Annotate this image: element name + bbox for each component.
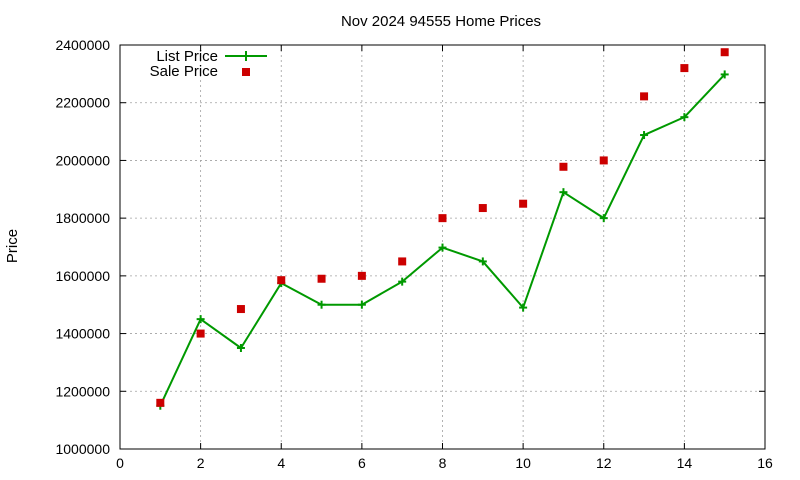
- chart-title: Nov 2024 94555 Home Prices: [341, 13, 541, 30]
- x-tick-label: 2: [197, 455, 205, 471]
- legend-label-list-price: List Price: [156, 48, 218, 65]
- list-price-point: [599, 214, 608, 223]
- sale-price-point: [640, 92, 649, 101]
- x-tick-label: 12: [596, 455, 612, 471]
- list-price-point: [398, 277, 407, 286]
- sale-price-point: [559, 162, 568, 171]
- list-price-point: [317, 300, 326, 309]
- sale-price-point: [438, 214, 447, 223]
- x-tick-label: 0: [116, 455, 124, 471]
- sale-price-point: [277, 276, 286, 285]
- legend-label-sale-price: Sale Price: [150, 63, 218, 80]
- sale-price-point: [398, 257, 407, 266]
- series: [156, 48, 729, 410]
- legend: List Price Sale Price: [150, 48, 267, 80]
- list-price-point: [559, 188, 568, 197]
- x-tick-label: 6: [358, 455, 366, 471]
- list-price-point: [519, 303, 528, 312]
- sale-price-point: [317, 274, 326, 283]
- sale-price-point: [599, 156, 608, 165]
- y-tick-label: 2200000: [55, 95, 110, 111]
- list-price-point: [236, 344, 245, 352]
- sale-price-point: [196, 329, 205, 338]
- sale-price-point: [478, 204, 487, 213]
- list-price-point: [478, 257, 487, 266]
- y-tick-label: 1800000: [55, 210, 110, 226]
- sale-price-point: [720, 48, 729, 57]
- x-tick-label: 16: [757, 455, 773, 471]
- y-tick-label: 2000000: [55, 152, 110, 168]
- list-price-point: [640, 131, 649, 140]
- x-tick-label: 10: [515, 455, 531, 471]
- y-tick-label: 1400000: [55, 326, 110, 342]
- plot-frame: [119, 44, 766, 450]
- legend-marker-sale-price: [242, 68, 250, 76]
- list-price-point: [680, 113, 689, 122]
- sale-price-point: [519, 199, 528, 208]
- list-price-point: [438, 243, 447, 252]
- legend-marker-list-price: [241, 51, 251, 61]
- x-tick-label: 14: [677, 455, 693, 471]
- sale-price-point: [357, 271, 366, 280]
- y-axis-label: Price: [4, 229, 21, 263]
- list-price-point: [720, 70, 729, 79]
- list-price-point: [196, 315, 205, 324]
- y-tick-label: 1600000: [55, 268, 110, 284]
- y-tick-label: 2400000: [55, 37, 110, 53]
- sale-price-point: [236, 305, 245, 314]
- x-tick-label: 4: [277, 455, 285, 471]
- y-tick-label: 1200000: [55, 383, 110, 399]
- y-tick-label: 1000000: [55, 441, 110, 457]
- list-price-point: [357, 300, 366, 309]
- sale-price-point: [680, 64, 689, 73]
- ticks: 0 2 4 6 8 10 12 14 16 1000000 1200000 1400000 160000…: [55, 37, 773, 471]
- x-tick-label: 8: [439, 455, 447, 471]
- sale-price-point: [156, 398, 165, 407]
